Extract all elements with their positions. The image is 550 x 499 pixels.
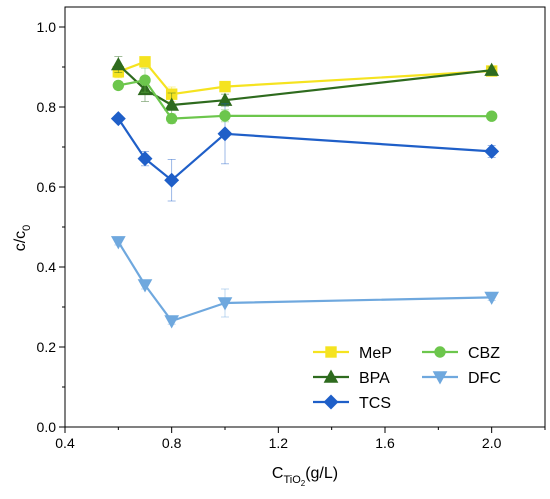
data-point-mep [219, 80, 231, 93]
y-tick-label: 0.0 [37, 419, 57, 435]
data-point-tcs [217, 126, 233, 142]
legend-entry-cbz: CBZ [422, 345, 500, 362]
data-point-tcs [110, 111, 126, 127]
x-axis-label: CTiO2(g/L) [272, 465, 338, 488]
x-axis-label-sub2: 2 [301, 479, 306, 488]
data-point-dfc [137, 279, 153, 293]
x-tick-label: 1.6 [375, 435, 395, 451]
series-dfc [110, 236, 500, 329]
series-dfc-error-bars [114, 238, 496, 325]
series-mep [112, 56, 498, 102]
data-point-dfc [484, 291, 500, 305]
data-point-cbz [139, 74, 151, 86]
data-point-tcs [484, 143, 500, 159]
data-point-mep [139, 56, 151, 68]
y-tick-label: 0.6 [37, 179, 57, 195]
legend-label: MeP [359, 345, 392, 362]
legend-label: TCS [359, 395, 391, 412]
series-layer [110, 56, 500, 329]
axes: 0.4 0.8 1.2 1.6 2.0 0.0 0.2 0.4 0.6 0.8 1.0 [37, 6, 546, 451]
series-cbz [112, 67, 498, 125]
data-point-dfc [110, 236, 126, 250]
x-tick-label: 0.4 [55, 435, 75, 451]
legend: MeP CBZ BPA DFC TCS [313, 345, 501, 412]
legend-swatch-marker [323, 369, 339, 383]
data-point-bpa [164, 97, 180, 111]
data-point-cbz [485, 110, 498, 122]
legend-entry-dfc: DFC [422, 370, 501, 387]
y-axis-label-sub: 0 [21, 225, 33, 231]
y-tick-label: 0.8 [37, 99, 57, 115]
y-tick-label: 0.2 [37, 339, 57, 355]
series-tcs [110, 103, 500, 202]
series-dfc-line [117, 241, 492, 323]
series-tcs-line [117, 117, 492, 182]
y-tick-label: 0.4 [37, 259, 57, 275]
data-point-tcs [137, 151, 153, 167]
legend-swatch-marker [432, 371, 448, 385]
legend-swatch-marker [323, 394, 339, 410]
legend-swatch-marker [434, 346, 446, 358]
legend-label: DFC [468, 370, 501, 387]
legend-entry-mep: MeP [313, 345, 392, 362]
legend-label: CBZ [468, 345, 500, 362]
data-point-cbz [112, 79, 125, 92]
legend-entry-bpa: BPA [313, 369, 390, 387]
x-tick-label: 1.2 [269, 435, 289, 451]
data-point-dfc [164, 315, 180, 329]
x-axis-label-suffix: (g/L) [305, 465, 338, 482]
legend-entry-tcs: TCS [313, 394, 391, 412]
plot-frame [64, 6, 546, 428]
data-point-bpa [110, 57, 126, 71]
x-tick-label: 0.8 [162, 435, 182, 451]
legend-swatch-marker [325, 346, 337, 358]
x-axis-label-sub: TiO [283, 474, 301, 486]
data-point-cbz [165, 112, 178, 125]
y-axis-label: c/c0 [12, 225, 33, 252]
data-point-cbz [219, 110, 231, 122]
y-tick-label: 1.0 [37, 19, 57, 35]
data-point-tcs [164, 172, 180, 188]
data-point-dfc [217, 297, 233, 311]
x-tick-label: 2.0 [482, 435, 502, 451]
y-axis-label-main: c/c [12, 231, 29, 251]
data-point-bpa [484, 62, 500, 76]
x-axis-label-main: C [272, 465, 284, 482]
legend-label: BPA [359, 370, 390, 387]
